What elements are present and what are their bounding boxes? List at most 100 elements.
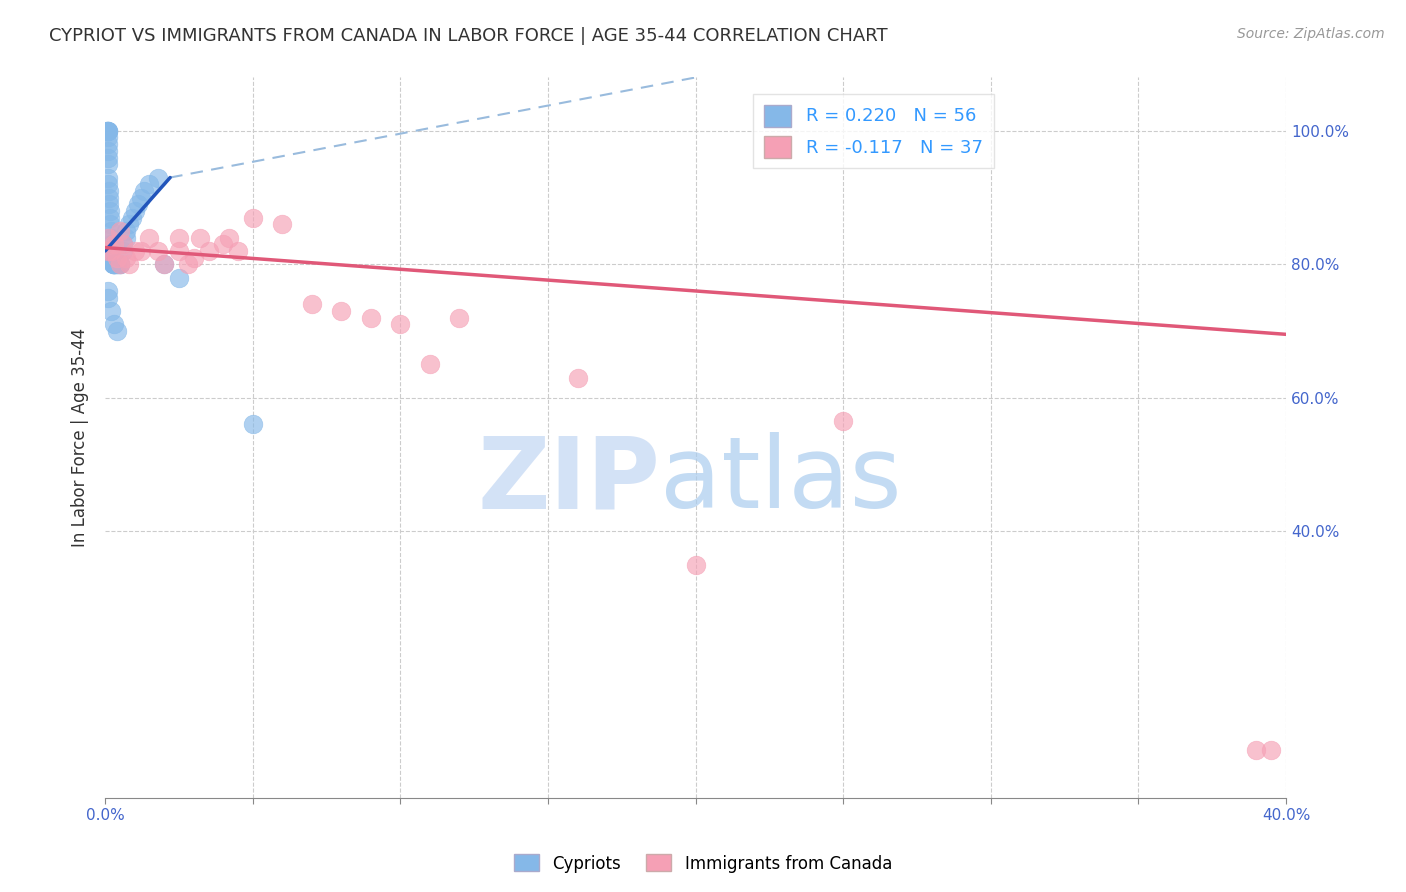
Point xyxy=(124,244,146,258)
Point xyxy=(567,370,589,384)
Legend: R = 0.220   N = 56, R = -0.117   N = 37: R = 0.220 N = 56, R = -0.117 N = 37 xyxy=(754,94,994,169)
Point xyxy=(1246,743,1268,757)
Point xyxy=(100,244,122,258)
Point xyxy=(98,211,121,225)
Point xyxy=(153,257,176,271)
Point xyxy=(449,310,471,325)
Point xyxy=(167,270,190,285)
Legend: Cypriots, Immigrants from Canada: Cypriots, Immigrants from Canada xyxy=(508,847,898,880)
Point xyxy=(97,124,120,138)
Point xyxy=(115,224,138,238)
Point xyxy=(108,257,131,271)
Point xyxy=(97,184,120,198)
Point xyxy=(242,211,264,225)
Point xyxy=(148,244,170,258)
Point xyxy=(97,244,120,258)
Point xyxy=(100,244,122,258)
Point xyxy=(98,203,121,218)
Point xyxy=(419,357,441,371)
Point xyxy=(111,237,134,252)
Point xyxy=(121,211,143,225)
Point xyxy=(108,224,131,238)
Point xyxy=(129,244,152,258)
Point xyxy=(97,230,120,244)
Point xyxy=(330,304,353,318)
Text: Source: ZipAtlas.com: Source: ZipAtlas.com xyxy=(1237,27,1385,41)
Point xyxy=(103,257,125,271)
Point xyxy=(103,257,125,271)
Point xyxy=(242,417,264,432)
Point xyxy=(105,251,128,265)
Point xyxy=(97,151,120,165)
Point xyxy=(685,558,707,572)
Point xyxy=(197,244,219,258)
Point xyxy=(138,178,160,192)
Point xyxy=(105,324,128,338)
Point xyxy=(101,257,124,271)
Point xyxy=(111,237,134,252)
Point xyxy=(103,257,125,271)
Point xyxy=(115,251,138,265)
Point xyxy=(97,124,120,138)
Point xyxy=(138,230,160,244)
Point xyxy=(108,257,131,271)
Point xyxy=(100,237,122,252)
Point xyxy=(103,318,125,332)
Point xyxy=(226,244,249,258)
Y-axis label: In Labor Force | Age 35-44: In Labor Force | Age 35-44 xyxy=(72,328,89,548)
Point xyxy=(97,190,120,204)
Point xyxy=(97,130,120,145)
Point xyxy=(96,124,118,138)
Point xyxy=(218,230,240,244)
Point xyxy=(212,237,235,252)
Point xyxy=(97,157,120,171)
Point xyxy=(97,197,120,211)
Point xyxy=(100,224,122,238)
Point xyxy=(167,230,190,244)
Point xyxy=(97,170,120,185)
Point xyxy=(103,237,125,252)
Point xyxy=(132,184,155,198)
Point xyxy=(360,310,382,325)
Point xyxy=(111,244,134,258)
Text: ZIP: ZIP xyxy=(477,433,661,530)
Point xyxy=(153,257,176,271)
Point xyxy=(103,257,125,271)
Point xyxy=(124,203,146,218)
Point xyxy=(97,144,120,158)
Point xyxy=(97,137,120,152)
Point xyxy=(97,284,120,298)
Point xyxy=(100,230,122,244)
Point xyxy=(1260,743,1282,757)
Point xyxy=(108,257,131,271)
Point xyxy=(100,251,122,265)
Point xyxy=(188,230,211,244)
Point xyxy=(105,257,128,271)
Point xyxy=(832,414,855,428)
Point xyxy=(389,318,412,332)
Point xyxy=(100,304,122,318)
Point xyxy=(105,257,128,271)
Point xyxy=(98,217,121,231)
Point xyxy=(167,244,190,258)
Text: CYPRIOT VS IMMIGRANTS FROM CANADA IN LABOR FORCE | AGE 35-44 CORRELATION CHART: CYPRIOT VS IMMIGRANTS FROM CANADA IN LAB… xyxy=(49,27,887,45)
Point xyxy=(129,190,152,204)
Point xyxy=(118,257,141,271)
Point xyxy=(97,291,120,305)
Point xyxy=(97,124,120,138)
Point xyxy=(115,230,138,244)
Text: atlas: atlas xyxy=(661,433,901,530)
Point xyxy=(148,170,170,185)
Point xyxy=(103,257,125,271)
Point xyxy=(118,217,141,231)
Point xyxy=(127,197,149,211)
Point xyxy=(271,217,294,231)
Point xyxy=(105,257,128,271)
Point xyxy=(301,297,323,311)
Point xyxy=(97,178,120,192)
Point xyxy=(96,124,118,138)
Point xyxy=(108,257,131,271)
Point xyxy=(183,251,205,265)
Point xyxy=(101,257,124,271)
Point xyxy=(177,257,200,271)
